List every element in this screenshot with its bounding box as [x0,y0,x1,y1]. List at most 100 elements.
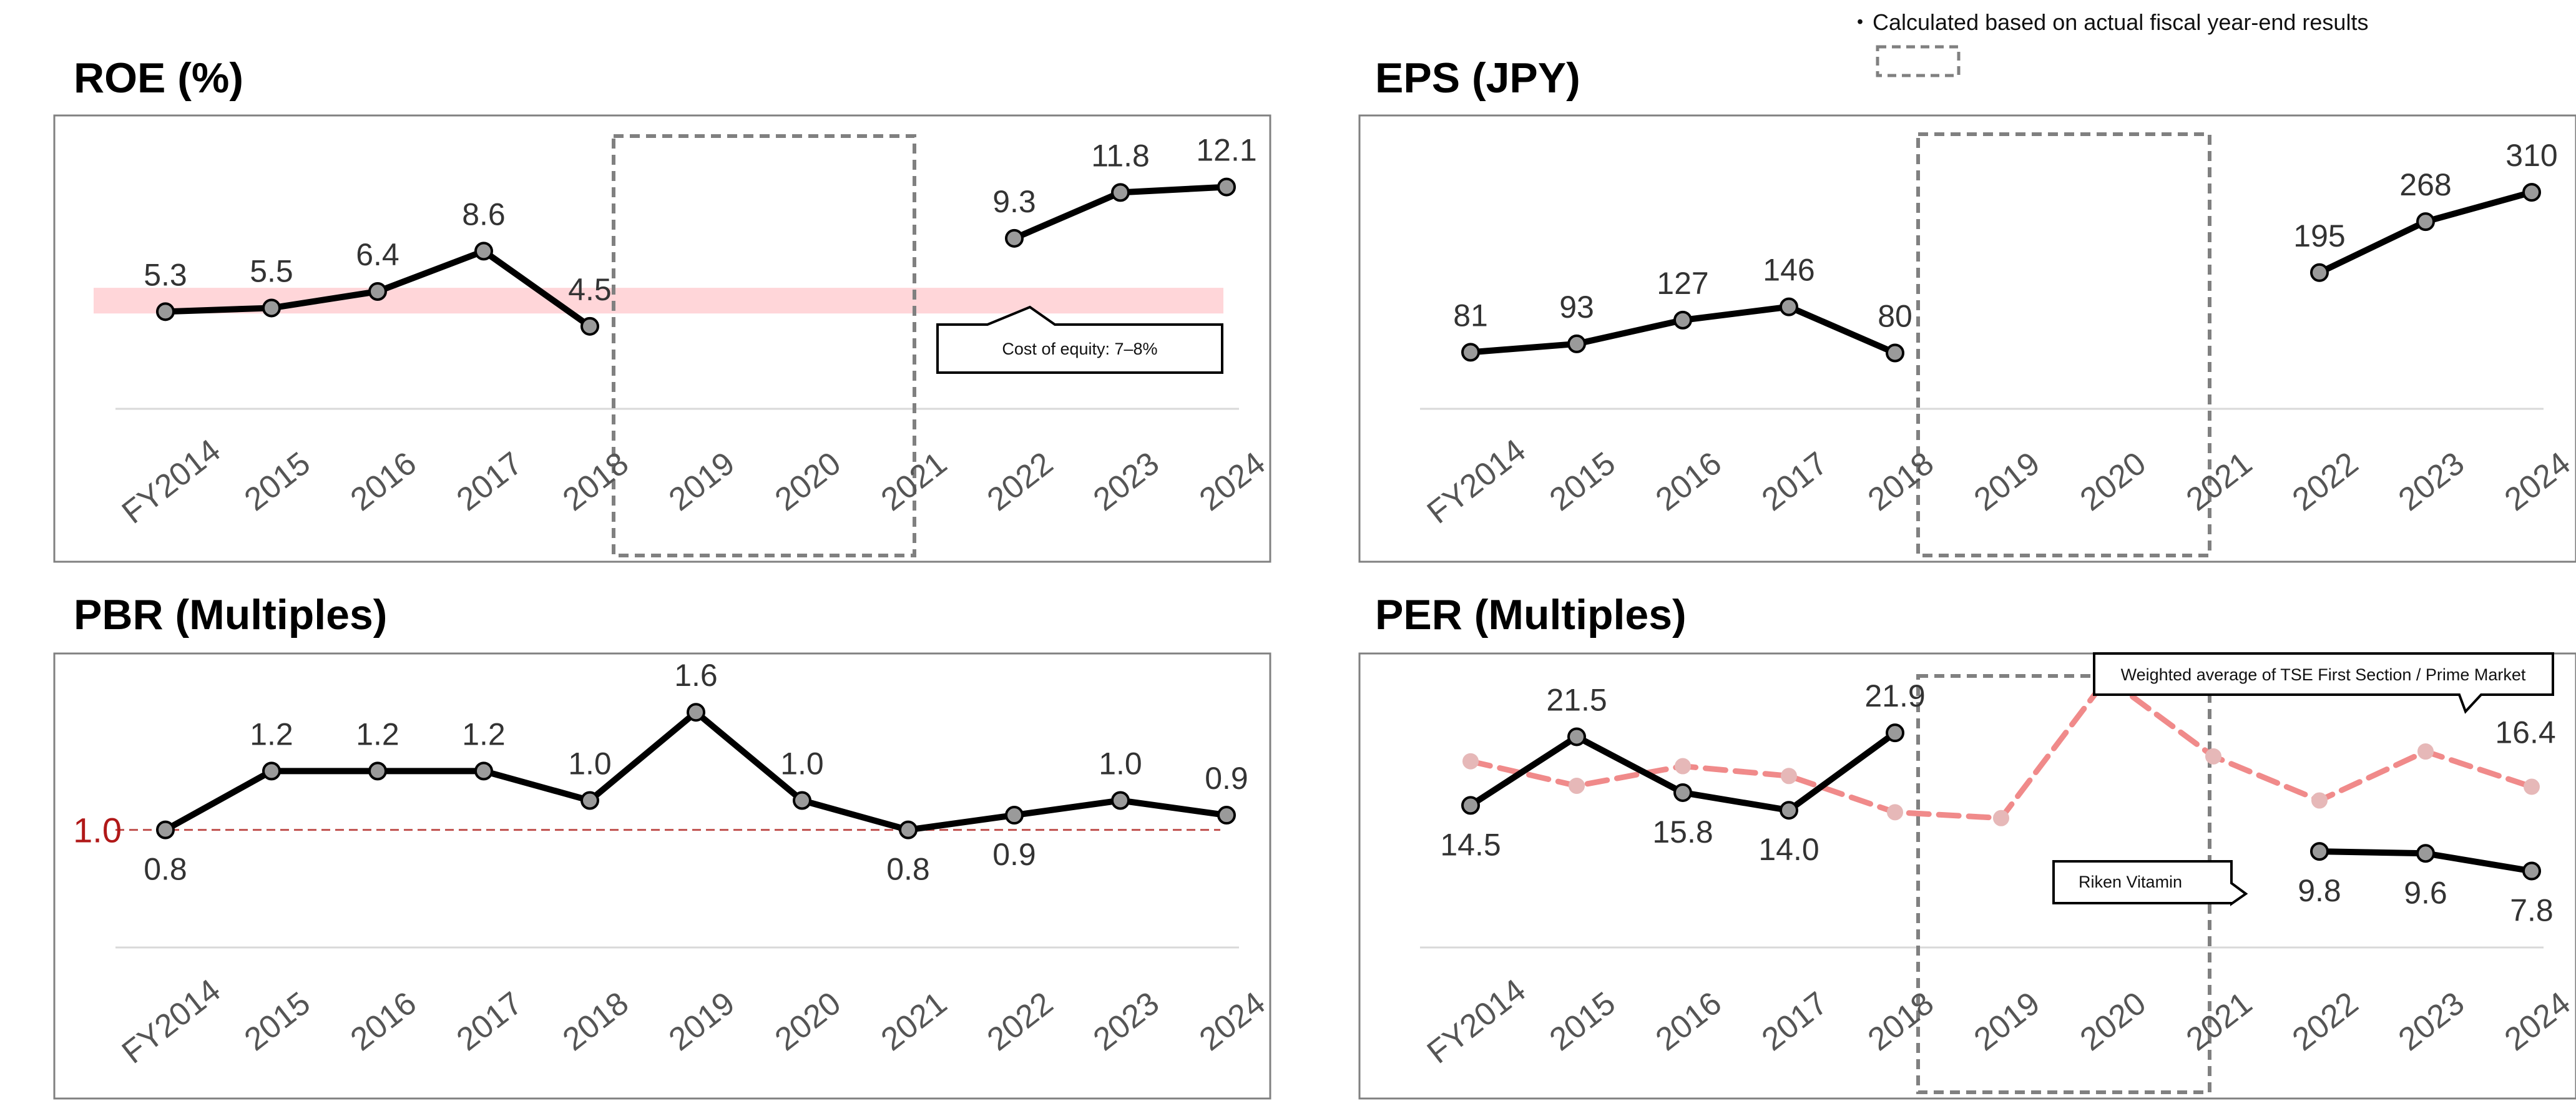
roe-tick-5: 2019 [662,445,742,518]
roe-data-label-0: 5.3 [144,257,187,292]
roe-chart: ROE (%) Cost of equity: 7–8% 5.3 5.5 6.4 8.… [53,54,1272,563]
per-tick-4: 2018 [1861,985,1941,1058]
eps-data-label-0: 81 [1453,298,1488,333]
per-data-label-1: 21.5 [1546,682,1607,717]
per-series-1-point-3 [1781,768,1797,785]
per-data-label-10: 7.8 [2510,893,2554,928]
eps-tick-2: 2016 [1649,445,1728,518]
pbr-series-0-point-0 [156,820,175,839]
per-series-1-point-8 [2311,792,2328,809]
per-series-1-point-5 [1993,810,2009,826]
pbr-series-0-point-6 [793,791,811,810]
per-series-0-point-0 [1461,796,1480,815]
note-text: Calculated based on actual fiscal year-e… [1873,9,2368,35]
per-tick-5: 2019 [1967,985,2047,1058]
per-series-0-point-8 [2310,842,2329,861]
pbr-data-label-2: 1.2 [356,717,399,751]
pbr-data-label-9: 1.0 [1099,746,1142,781]
roe-series-0-point-9 [1111,183,1130,202]
per-highlight-box [1916,674,2211,1094]
eps-data-label-8: 195 [2293,218,2345,253]
pbr-data-label-0: 0.8 [144,852,187,887]
eps-tick-0: FY2014 [1421,433,1532,531]
roe-series-0-point-10 [1217,177,1236,197]
pbr-data-label-3: 1.2 [462,717,506,751]
per-frame [1358,652,2576,1100]
roe-series-0-point-4 [580,316,599,336]
pbr-data-label-5: 1.6 [674,658,718,693]
per-data-label-8: 9.8 [2298,873,2341,908]
eps-tick-8: 2022 [2286,445,2365,518]
eps-tick-1: 2015 [1543,445,1622,518]
pbr-data-label-10: 0.9 [1205,761,1248,796]
roe-series-0-point-1 [262,298,281,318]
per-company-callout: Riken Vitamin [2052,860,2248,906]
pbr-data-label-4: 1.0 [568,746,612,781]
roe-data-label-10: 12.1 [1196,133,1256,168]
pbr-data-label-1: 1.2 [250,717,293,751]
roe-tick-4: 2018 [556,445,635,518]
per-series-0-point-10 [2522,861,2541,881]
pbr-tick-9: 2023 [1087,985,1166,1058]
pbr-series-0-point-9 [1111,791,1130,810]
per-benchmark-callout: Weighted average of TSE First Section / … [2093,652,2554,714]
note-dashed-box [1876,45,1961,77]
eps-data-label-1: 93 [1559,290,1594,325]
per-series-1-point-0 [1462,753,1479,770]
per-series-1-point-1 [1569,777,1585,794]
roe-tick-3: 2017 [450,445,529,518]
pbr-tick-3: 2017 [450,985,529,1058]
per-benchmark-last-label: 16.4 [2495,715,2555,750]
roe-tick-10: 2024 [1193,445,1272,518]
per-tick-0: FY2014 [1421,972,1532,1071]
roe-title: ROE (%) [74,54,243,102]
eps-data-label-4: 80 [1878,298,1912,333]
roe-series-0-point-2 [368,282,387,301]
eps-series-0-line-3 [2316,189,2535,276]
roe-frame [53,114,1271,563]
roe-tick-9: 2023 [1087,445,1166,518]
pbr-title: PBR (Multiples) [74,591,387,639]
pbr-series-0-line-0 [162,709,1230,833]
eps-highlight-box [1916,132,2211,557]
roe-series-0-point-8 [1005,228,1024,248]
pbr-series-0-point-5 [687,703,705,722]
per-benchmark-callout-text: Weighted average of TSE First Section / … [2121,665,2526,684]
pbr-tick-6: 2020 [768,985,848,1058]
per-tick-6: 2020 [2074,985,2153,1058]
eps-series-0-point-4 [1886,343,1904,363]
pbr-reference-label: 1.0 [73,811,122,850]
note-bullet: ・ [1849,9,1871,35]
roe-callout-text: Cost of equity: 7–8% [1002,340,1157,358]
roe-tick-6: 2020 [768,445,848,518]
per-series-0-point-4 [1886,723,1904,743]
roe-highlight-box [612,134,916,557]
per-benchmark-callout-box [2093,652,2554,714]
eps-series-0-point-8 [2310,263,2329,282]
per-series-0-point-9 [2416,844,2435,863]
per-company-callout-box [2052,860,2248,906]
pbr-tick-4: 2018 [556,985,635,1058]
per-series-1-point-10 [2524,778,2540,795]
per-data-label-2: 15.8 [1652,815,1713,849]
per-data-label-9: 9.6 [2404,875,2447,910]
pbr-tick-7: 2021 [874,985,954,1058]
eps-tick-4: 2018 [1861,445,1941,518]
roe-data-label-4: 4.5 [568,272,612,307]
per-series-1-point-4 [1887,804,1903,821]
pbr-data-label-6: 1.0 [780,746,824,781]
per-chart: PER (Multiples) 14.5 21.5 15.8 14.0 21.9 9.8 9… [1358,591,2576,1100]
eps-series-0-point-2 [1673,310,1692,330]
roe-callout: Cost of equity: 7–8% [936,305,1223,374]
eps-tick-9: 2023 [2392,445,2471,518]
eps-series-0-point-1 [1567,334,1586,353]
pbr-tick-1: 2015 [238,985,317,1058]
eps-data-label-10: 310 [2505,138,2557,173]
roe-tick-8: 2022 [981,445,1060,518]
eps-tick-7: 2021 [2180,445,2259,518]
roe-tick-0: FY2014 [115,433,227,531]
eps-series-0-point-10 [2522,183,2541,202]
per-series-1-point-9 [2417,743,2434,760]
eps-data-label-3: 146 [1763,253,1814,288]
